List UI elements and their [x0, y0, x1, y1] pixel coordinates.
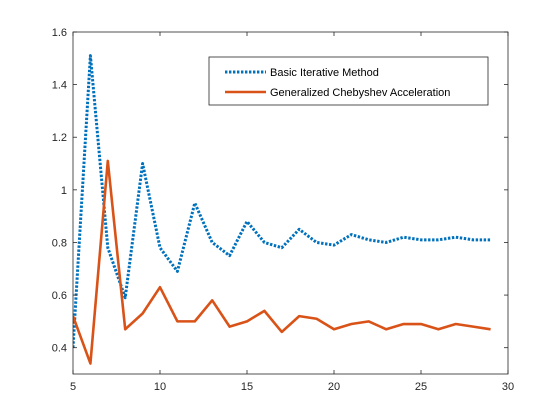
y-tick-label: 0.4 [52, 343, 67, 355]
y-tick-label: 1.2 [52, 132, 67, 144]
series-line-1 [73, 54, 491, 348]
x-tick-label: 5 [70, 381, 76, 393]
legend-label-1: Basic Iterative Method [270, 67, 379, 79]
y-tick-label: 1.4 [52, 80, 67, 92]
legend-label-2: Generalized Chebyshev Acceleration [270, 87, 450, 99]
y-tick-label: 1 [61, 185, 67, 197]
x-tick-label: 10 [154, 381, 166, 393]
x-tick-label: 25 [415, 381, 427, 393]
axes-layer: 5 10 15 20 25 30 0.4 0.6 0.8 1 1.2 1.4 1.6 [52, 27, 514, 393]
legend-box [208, 56, 489, 106]
legend: Basic Iterative Method Generalized Chebys… [208, 56, 489, 106]
x-tick-label: 20 [328, 381, 340, 393]
x-tick-label: 30 [502, 381, 514, 393]
x-tick-label: 15 [241, 381, 253, 393]
axes-box [72, 31, 509, 375]
y-tick-label: 1.6 [52, 27, 67, 39]
series-layer [73, 54, 491, 365]
series-line-2 [73, 159, 491, 365]
y-tick-label: 0.8 [52, 237, 67, 249]
y-tick-label: 0.6 [52, 290, 67, 302]
